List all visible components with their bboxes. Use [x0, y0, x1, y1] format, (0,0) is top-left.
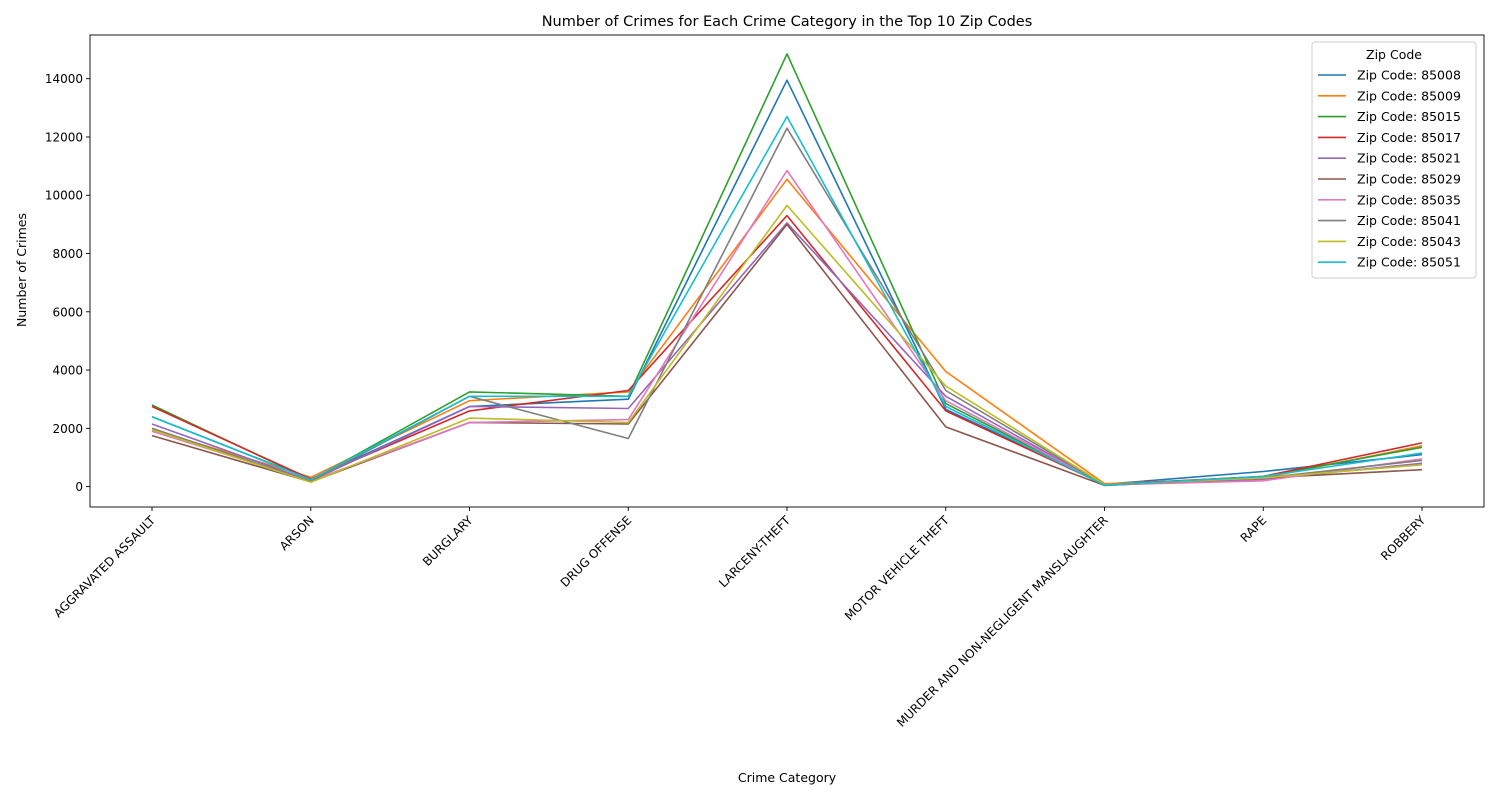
x-tick-label: BURGLARY — [420, 513, 476, 569]
legend-entry: Zip Code: 85051 — [1357, 255, 1461, 270]
legend-entry: Zip Code: 85015 — [1357, 109, 1461, 124]
y-tick-label: 4000 — [52, 364, 83, 378]
legend-entry: Zip Code: 85029 — [1357, 172, 1461, 187]
y-axis-ticks: 0 2000 4000 6000 8000 10000 12000 14000 — [45, 72, 90, 494]
y-axis-label: Number of Crimes — [14, 213, 29, 327]
series-line — [151, 223, 1423, 487]
series-line — [151, 169, 1423, 486]
chart-title: Number of Crimes for Each Crime Category… — [542, 14, 1033, 30]
y-tick-label: 0 — [75, 480, 83, 494]
series-line — [151, 222, 1423, 486]
x-tick-label: AGGRAVATED ASSAULT — [51, 513, 159, 621]
legend-box — [1311, 41, 1477, 279]
series-line — [151, 53, 1423, 486]
legend-entry: Zip Code: 85017 — [1357, 130, 1461, 145]
legend-entry: Zip Code: 85021 — [1357, 151, 1461, 166]
x-tick-label: RAPE — [1238, 513, 1270, 545]
series-line — [151, 79, 1423, 486]
y-tick-label: 6000 — [52, 305, 83, 319]
legend-entry: Zip Code: 85009 — [1357, 88, 1461, 103]
legend-entry: Zip Code: 85043 — [1357, 234, 1461, 249]
series-line — [151, 204, 1423, 486]
x-axis-ticks: AGGRAVATED ASSAULT ARSON BURGLARY DRUG OFFE… — [51, 507, 1429, 730]
legend-entry: Zip Code: 85008 — [1357, 68, 1461, 83]
y-tick-label: 12000 — [45, 130, 83, 144]
x-tick-label: MOTOR VEHICLE THEFT — [842, 513, 952, 623]
x-tick-label: DRUG OFFENSE — [558, 513, 635, 590]
series-line — [151, 127, 1423, 486]
legend: Zip Code Zip Code: 85008 Zip Code: 85009 Zi… — [1311, 41, 1477, 279]
plot-area — [89, 34, 1485, 508]
series-line — [151, 115, 1423, 486]
y-tick-label: 10000 — [45, 189, 83, 203]
y-tick-label: 2000 — [52, 422, 83, 436]
legend-entry: Zip Code: 85041 — [1357, 213, 1461, 228]
y-tick-label: 8000 — [52, 247, 83, 261]
x-tick-label: ARSON — [277, 513, 317, 553]
legend-title: Zip Code — [1366, 47, 1422, 62]
x-tick-label: LARCENY-THEFT — [716, 513, 794, 591]
plot-frame — [89, 34, 1485, 508]
series-line — [151, 214, 1423, 486]
legend-entry: Zip Code: 85035 — [1357, 192, 1461, 207]
series-lines — [151, 53, 1423, 487]
y-tick-label: 14000 — [45, 72, 83, 86]
x-tick-label: ROBBERY — [1378, 513, 1428, 563]
x-axis-label: Crime Category — [738, 770, 837, 785]
